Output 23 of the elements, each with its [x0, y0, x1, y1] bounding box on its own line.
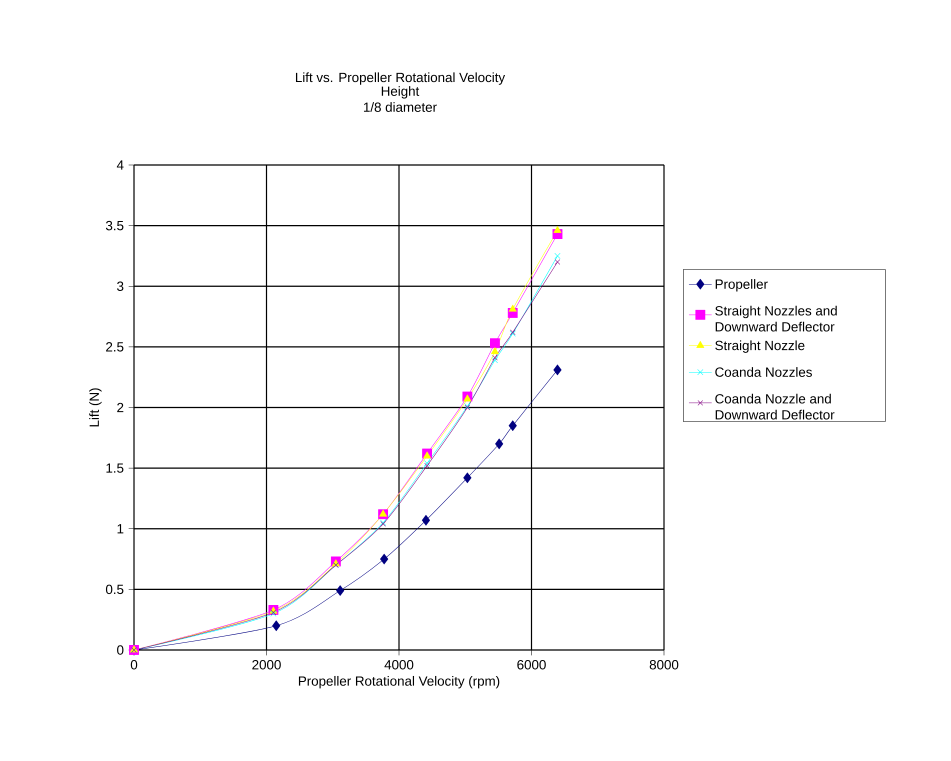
y-tick-label: 4	[116, 160, 124, 170]
chart-title: Lift vs. Propeller Rotational Velocity	[296, 72, 506, 85]
legend-label: Coanda Nozzles	[715, 367, 812, 377]
y-tick-label: 2	[117, 402, 124, 412]
chart-subtitle: Height 1/8 diameter	[364, 86, 437, 112]
x-tick-label: 4000	[384, 660, 414, 670]
y-tick-label: 0.5	[106, 584, 124, 594]
x-axis-title: Propeller Rotational Velocity (rpm)	[298, 676, 500, 688]
y-axis-title: Lift (N)	[89, 388, 102, 426]
legend-label: Propeller	[716, 279, 768, 292]
legend-label: Straight Nozzles and Downward Deflector	[715, 306, 837, 332]
x-tick-label: 8000	[650, 660, 678, 670]
y-tick-label: 3.5	[106, 220, 124, 230]
legend-label: Straight Nozzle	[715, 340, 804, 353]
x-tick-label: 0	[130, 660, 138, 670]
y-tick-label: 0	[117, 645, 124, 655]
x-tick-label: 2000	[252, 660, 281, 670]
legend-label: Coanda Nozzle and Downward Deflector	[715, 394, 834, 420]
y-tick-label: 2.5	[106, 342, 124, 352]
y-tick-label: 3	[117, 282, 124, 291]
x-tick-label: 6000	[517, 660, 546, 670]
y-tick-label: 1.5	[106, 463, 124, 473]
y-tick-label: 1	[118, 524, 124, 534]
